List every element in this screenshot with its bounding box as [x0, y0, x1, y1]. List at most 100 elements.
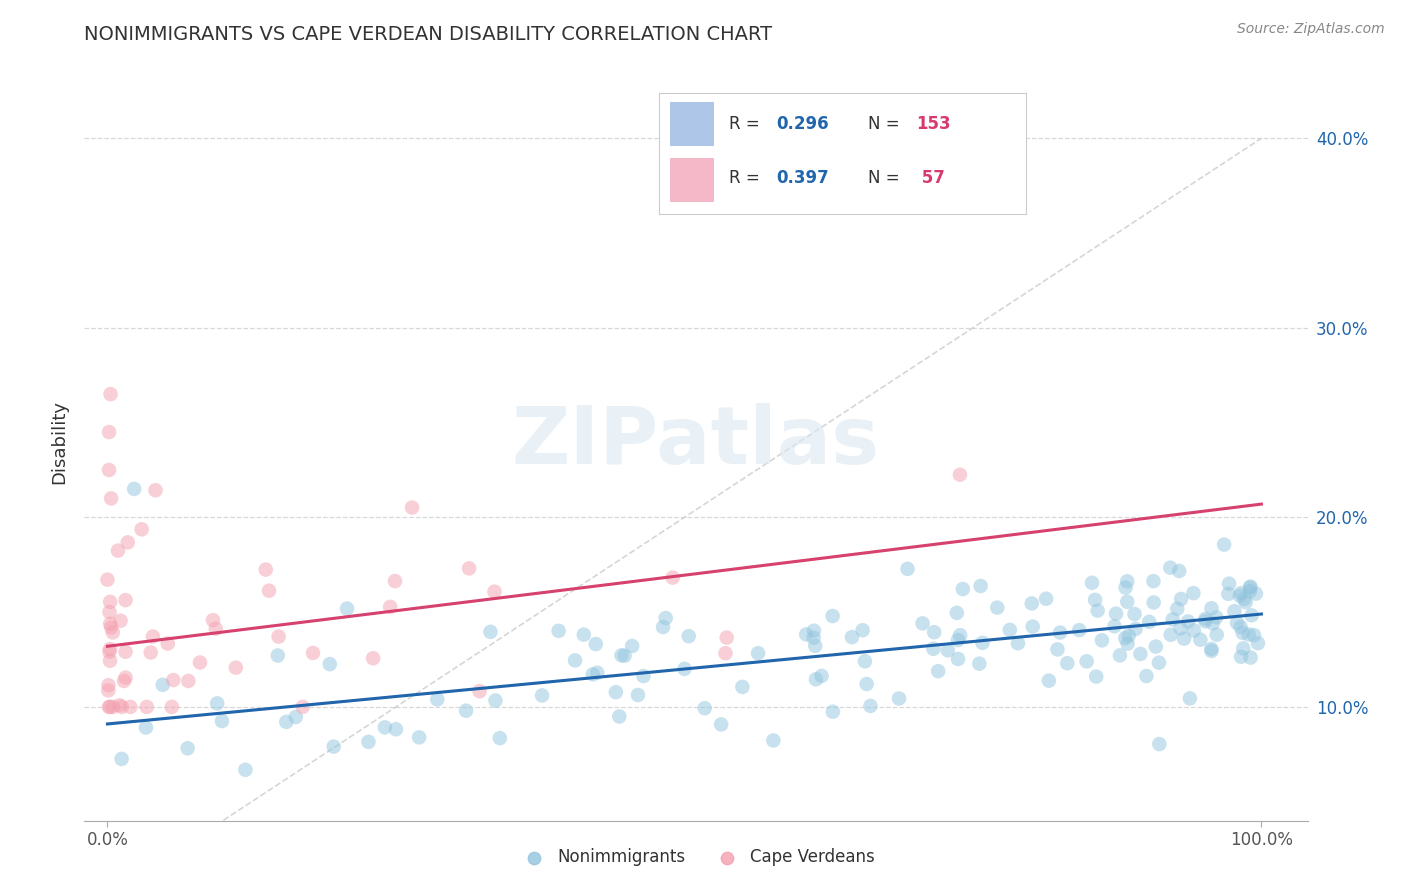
Point	[610, 648, 633, 663]
Point	[911, 616, 934, 631]
Point	[547, 624, 569, 638]
Point	[605, 685, 627, 699]
Point	[1118, 629, 1140, 643]
Point	[1114, 631, 1136, 645]
Point	[142, 630, 165, 644]
Point	[98, 463, 121, 477]
Point	[152, 678, 174, 692]
Point	[762, 733, 785, 747]
Point	[319, 657, 342, 672]
Text: ZIPatlas: ZIPatlas	[512, 402, 880, 481]
Point	[1116, 637, 1139, 651]
Point	[1233, 591, 1256, 606]
Text: NONIMMIGRANTS VS CAPE VERDEAN DISABILITY CORRELATION CHART: NONIMMIGRANTS VS CAPE VERDEAN DISABILITY…	[84, 25, 772, 45]
Point	[714, 646, 737, 660]
Point	[1182, 586, 1205, 600]
Point	[1161, 612, 1184, 626]
Point	[1035, 591, 1057, 606]
Point	[613, 648, 636, 663]
Point	[468, 684, 491, 698]
Point	[998, 623, 1021, 637]
Point	[484, 584, 506, 599]
Point	[114, 671, 136, 685]
Point	[100, 620, 122, 634]
Point	[1247, 636, 1270, 650]
Point	[112, 673, 135, 688]
Point	[139, 646, 162, 660]
Point	[731, 680, 754, 694]
Point	[254, 563, 277, 577]
Point	[98, 616, 121, 631]
Point	[380, 599, 402, 614]
Point	[1205, 628, 1227, 642]
Point	[1116, 595, 1139, 609]
Point	[361, 651, 384, 665]
Point	[1081, 575, 1104, 590]
Point	[426, 692, 449, 706]
Point	[201, 613, 224, 627]
Point	[1046, 642, 1069, 657]
Point	[627, 688, 650, 702]
Point	[357, 735, 380, 749]
Point	[1021, 596, 1043, 610]
Point	[401, 500, 423, 515]
Point	[291, 699, 314, 714]
Point	[607, 709, 630, 723]
Point	[267, 630, 290, 644]
Point	[96, 573, 118, 587]
Point	[1105, 607, 1128, 621]
Point	[98, 425, 121, 439]
Point	[122, 482, 145, 496]
Point	[108, 698, 131, 713]
Point	[986, 600, 1008, 615]
Point	[98, 699, 121, 714]
Point	[853, 654, 876, 668]
Point	[1182, 624, 1205, 638]
Point	[1239, 650, 1261, 665]
Point	[211, 714, 233, 728]
Point	[821, 609, 844, 624]
Point	[204, 622, 226, 636]
Point	[385, 723, 408, 737]
Point	[100, 491, 122, 506]
Point	[1104, 619, 1126, 633]
Point	[1239, 584, 1261, 599]
Point	[794, 627, 817, 641]
Point	[1178, 691, 1201, 706]
Point	[98, 654, 121, 668]
Point	[458, 561, 481, 575]
Point	[803, 624, 825, 638]
Point	[1229, 620, 1251, 634]
Point	[488, 731, 510, 746]
Point	[946, 632, 969, 647]
Point	[1022, 619, 1045, 633]
Point	[887, 691, 910, 706]
Point	[716, 631, 738, 645]
Point	[97, 683, 120, 698]
Point	[1168, 564, 1191, 578]
Point	[160, 699, 183, 714]
Point	[586, 665, 609, 680]
Point	[952, 582, 974, 596]
Point	[107, 543, 129, 558]
Point	[101, 625, 124, 640]
Point	[322, 739, 344, 754]
Point	[922, 641, 945, 656]
Point	[98, 595, 121, 609]
Point	[1218, 576, 1240, 591]
Point	[1230, 649, 1253, 664]
Point	[621, 639, 644, 653]
Point	[111, 752, 134, 766]
Point	[101, 699, 124, 714]
Point	[531, 689, 554, 703]
Point	[804, 673, 827, 687]
Point	[188, 656, 211, 670]
Point	[1091, 633, 1114, 648]
Point	[1194, 615, 1216, 629]
Point	[673, 662, 696, 676]
Point	[336, 601, 359, 615]
Point	[1213, 538, 1236, 552]
Point	[1244, 587, 1267, 601]
Point	[98, 605, 121, 619]
Point	[1201, 641, 1223, 656]
